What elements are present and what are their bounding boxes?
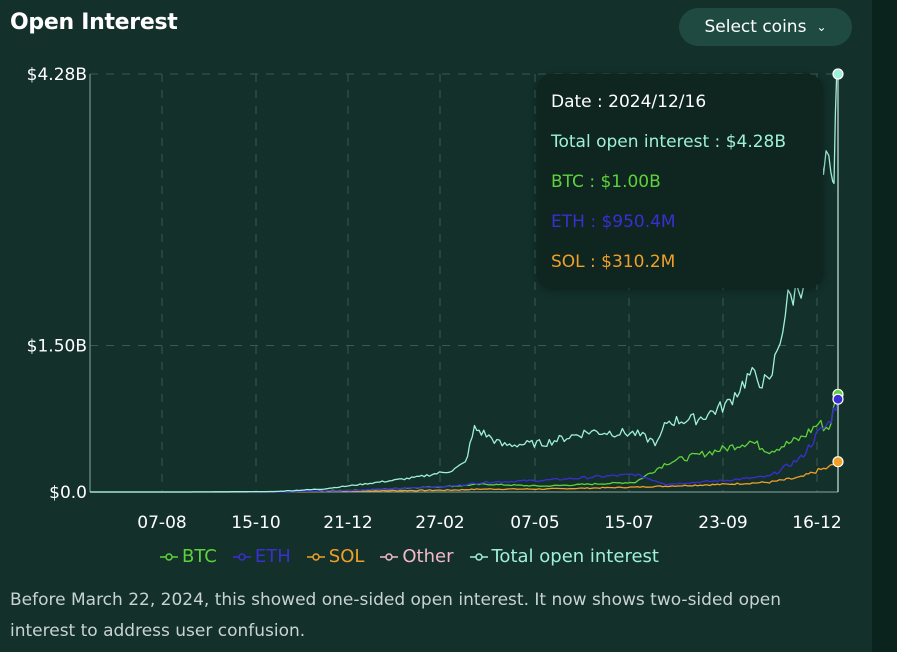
tooltip-total: Total open interest : $4.28B [551, 132, 787, 152]
legend-line-marker-icon [469, 552, 488, 562]
legend-line-marker-icon [380, 552, 399, 562]
legend-total[interactable]: Total open interest [469, 546, 659, 567]
y-tick-label: $1.50B [27, 337, 87, 357]
eth-hover-marker [832, 393, 844, 405]
x-tick-label: 21-12 [323, 513, 372, 533]
chevron-down-icon: ⌄ [816, 20, 827, 34]
total-hover-marker [832, 68, 844, 80]
sol-series-line [90, 461, 839, 493]
legend-label: Total open interest [491, 546, 659, 567]
legend-line-marker-icon [232, 552, 251, 562]
select-coins-button[interactable]: Select coins ⌄ [679, 8, 852, 46]
tooltip-date: Date : 2024/12/16 [551, 92, 707, 112]
tooltip-btc: BTC : $1.00B [551, 172, 661, 192]
btc-series-line [90, 394, 839, 493]
x-tick-label: 07-05 [510, 513, 559, 533]
y-tick-label: $0.0 [49, 483, 87, 503]
tooltip-sol: SOL : $310.2M [551, 252, 676, 272]
total-series-line [90, 73, 838, 493]
x-tick-label: 27-02 [415, 513, 464, 533]
chart-footnote: Before March 22, 2024, this showed one-s… [10, 590, 782, 641]
chart-legend: BTC ETH SOL Other Total open interest [160, 546, 659, 567]
select-coins-label: Select coins [704, 17, 807, 37]
legend-label: SOL [328, 546, 365, 567]
x-tick-label: 07-08 [137, 513, 186, 533]
x-tick-label: 15-10 [231, 513, 280, 533]
legend-label: Other [402, 546, 454, 567]
legend-sol[interactable]: SOL [306, 546, 365, 567]
legend-eth[interactable]: ETH [232, 546, 291, 567]
sol-hover-marker [832, 456, 844, 468]
legend-label: BTC [182, 546, 217, 567]
page-title: Open Interest [10, 10, 178, 35]
x-tick-label: 23-09 [698, 513, 747, 533]
x-tick-label: 15-07 [604, 513, 653, 533]
x-tick-label: 16-12 [792, 513, 841, 533]
eth-series-line [90, 399, 839, 493]
legend-line-marker-icon [306, 552, 325, 562]
tooltip-eth: ETH : $950.4M [551, 212, 676, 232]
right-edge-strip [872, 0, 897, 652]
y-tick-label: $4.28B [27, 65, 87, 85]
legend-other[interactable]: Other [380, 546, 454, 567]
legend-btc[interactable]: BTC [160, 546, 217, 567]
legend-line-marker-icon [160, 552, 178, 562]
legend-label: ETH [254, 546, 291, 567]
chart-tooltip: Date : 2024/12/16 Total open interest : … [537, 74, 823, 288]
